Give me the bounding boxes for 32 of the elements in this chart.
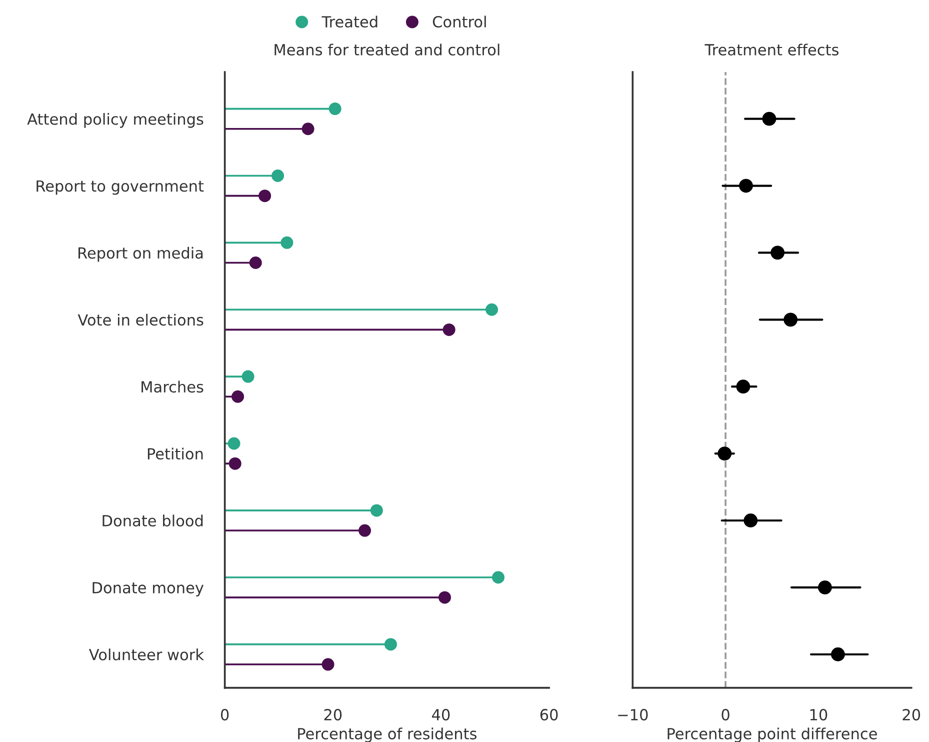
x-tick-label: 60 <box>540 708 558 720</box>
x-tick-label: 20 <box>324 708 342 720</box>
y-tick-label: Volunteer work <box>88 648 204 660</box>
x-tick-label: 0 <box>220 708 229 720</box>
point <box>831 647 845 662</box>
y-tick-label: Marches <box>142 380 204 393</box>
chart-title: Treatment effects <box>704 44 838 56</box>
y-tick-label: Report to government <box>36 180 204 195</box>
point <box>770 246 785 260</box>
point <box>744 514 758 528</box>
x-axis-title: Percentage point difference <box>668 728 877 742</box>
legend-label: Treated <box>322 16 378 28</box>
y-tick-label: Donate money <box>92 582 204 596</box>
point <box>736 380 750 394</box>
x-tick-label: −10 <box>618 708 648 720</box>
point <box>818 580 832 594</box>
y-tick-label: Attend policy meetings <box>27 113 204 128</box>
y-tick-label: Petition <box>148 448 203 460</box>
point <box>784 312 798 327</box>
x-axis-title: Percentage of residents <box>298 728 476 742</box>
point <box>718 446 732 460</box>
point <box>762 112 776 126</box>
y-tick-label: Donate blood <box>102 514 203 526</box>
chart-title: Means for treated and control <box>274 44 500 56</box>
legend-label: Control <box>432 16 486 28</box>
x-tick-label: 0 <box>722 708 730 720</box>
y-tick-label: Report on media <box>78 246 203 262</box>
x-tick-label: 40 <box>432 708 450 720</box>
point <box>739 178 753 193</box>
x-tick-label: 20 <box>902 708 920 720</box>
y-tick-label: Vote in elections <box>78 314 204 326</box>
x-tick-label: 10 <box>810 708 828 720</box>
